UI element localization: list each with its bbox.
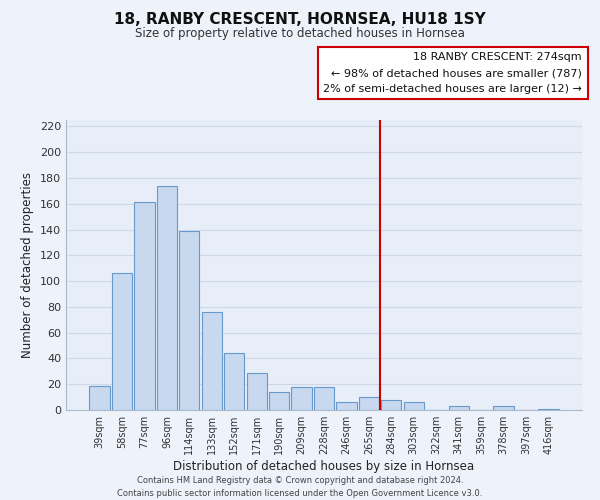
Bar xyxy=(381,400,401,410)
Bar xyxy=(247,372,267,410)
Bar xyxy=(493,406,514,410)
Bar xyxy=(292,387,311,410)
Bar xyxy=(359,397,379,410)
Bar xyxy=(134,202,155,410)
Bar xyxy=(179,231,199,410)
Text: 18, RANBY CRESCENT, HORNSEA, HU18 1SY: 18, RANBY CRESCENT, HORNSEA, HU18 1SY xyxy=(114,12,486,28)
X-axis label: Distribution of detached houses by size in Hornsea: Distribution of detached houses by size … xyxy=(173,460,475,473)
Bar xyxy=(157,186,177,410)
Text: Contains HM Land Registry data © Crown copyright and database right 2024.
Contai: Contains HM Land Registry data © Crown c… xyxy=(118,476,482,498)
Bar xyxy=(337,402,356,410)
Text: Size of property relative to detached houses in Hornsea: Size of property relative to detached ho… xyxy=(135,28,465,40)
Text: 18 RANBY CRESCENT: 274sqm
← 98% of detached houses are smaller (787)
2% of semi-: 18 RANBY CRESCENT: 274sqm ← 98% of detac… xyxy=(323,52,582,94)
Bar xyxy=(449,406,469,410)
Bar xyxy=(269,392,289,410)
Y-axis label: Number of detached properties: Number of detached properties xyxy=(22,172,34,358)
Bar xyxy=(314,387,334,410)
Bar xyxy=(404,402,424,410)
Bar xyxy=(224,354,244,410)
Bar xyxy=(89,386,110,410)
Bar xyxy=(202,312,222,410)
Bar xyxy=(538,408,559,410)
Bar xyxy=(112,274,132,410)
